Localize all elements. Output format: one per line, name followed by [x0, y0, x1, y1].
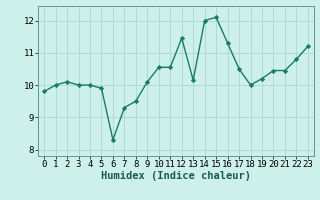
X-axis label: Humidex (Indice chaleur): Humidex (Indice chaleur) — [101, 171, 251, 181]
